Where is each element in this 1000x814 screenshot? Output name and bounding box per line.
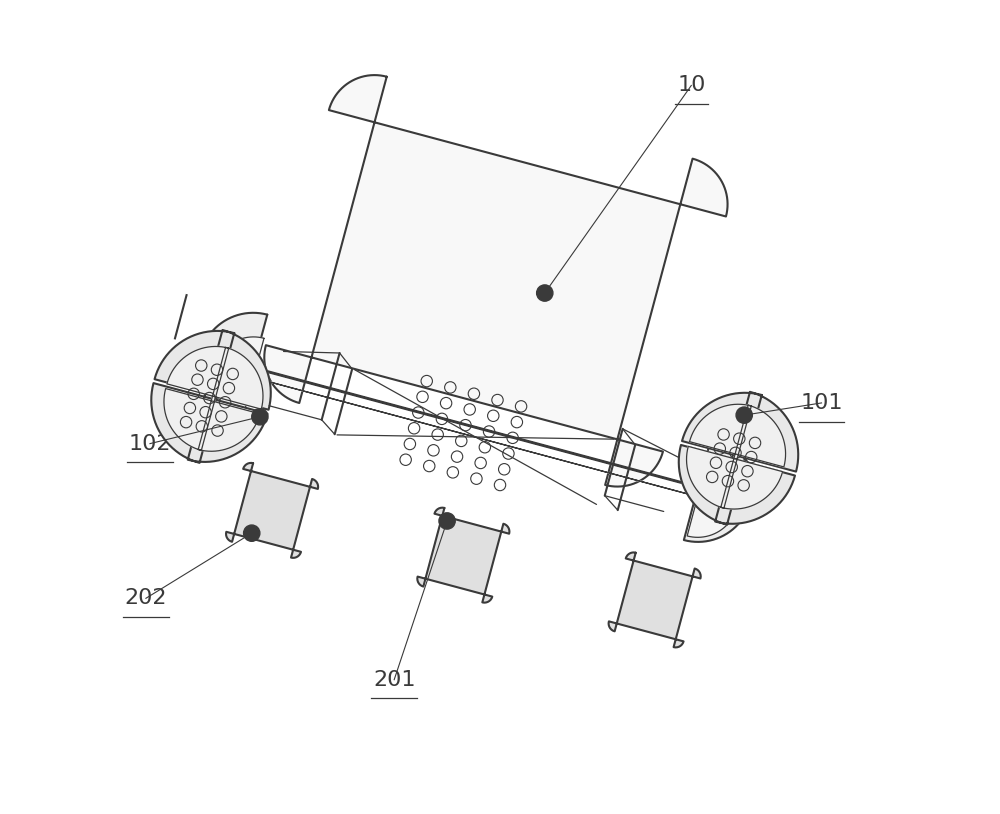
Text: 10: 10 (677, 76, 705, 95)
Polygon shape (417, 508, 509, 602)
Polygon shape (213, 337, 738, 537)
Polygon shape (198, 313, 753, 542)
Polygon shape (151, 330, 271, 463)
Text: 202: 202 (125, 589, 167, 608)
Circle shape (736, 407, 752, 423)
Polygon shape (687, 405, 786, 509)
Polygon shape (164, 347, 263, 451)
Polygon shape (226, 463, 318, 558)
Polygon shape (264, 75, 728, 487)
Polygon shape (609, 553, 701, 647)
Circle shape (439, 513, 455, 529)
Text: 201: 201 (373, 670, 415, 689)
Circle shape (252, 409, 268, 425)
Circle shape (244, 525, 260, 541)
Circle shape (537, 285, 553, 301)
Text: 102: 102 (129, 434, 171, 453)
Text: 101: 101 (800, 393, 843, 413)
Polygon shape (679, 392, 798, 525)
